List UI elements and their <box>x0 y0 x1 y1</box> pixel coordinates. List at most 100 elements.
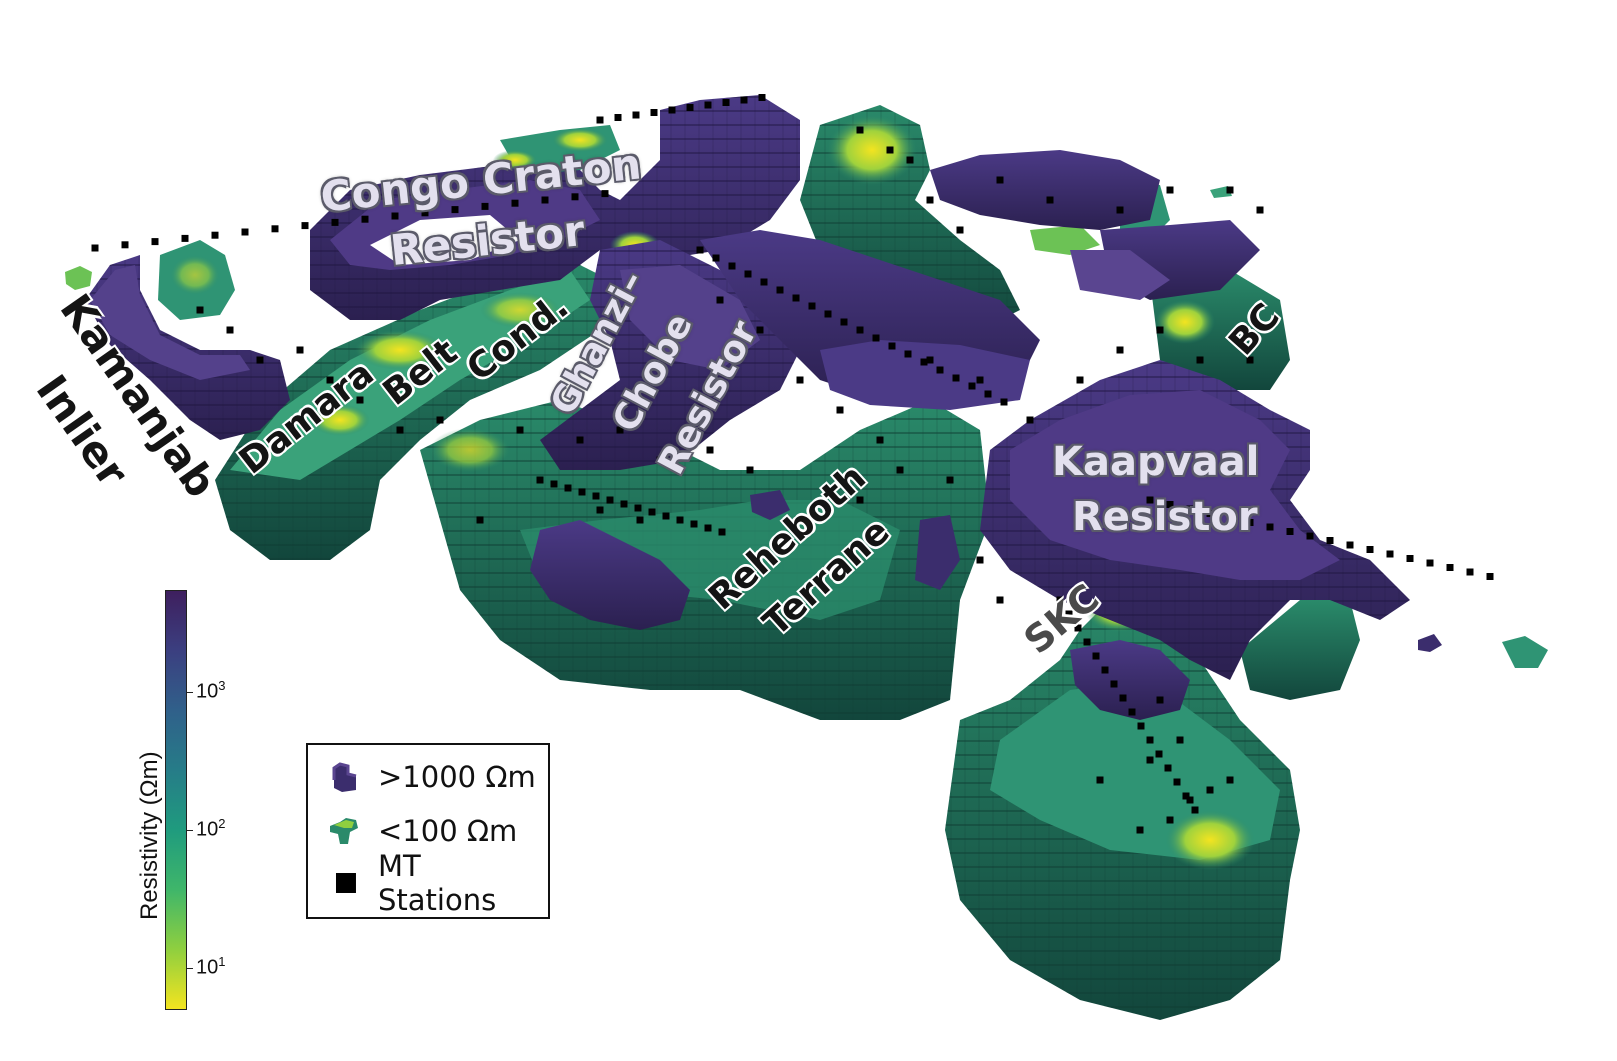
mt-station-marker <box>1155 750 1163 758</box>
mt-station-marker <box>1110 680 1118 688</box>
mt-station-marker <box>1156 696 1164 704</box>
colorbar-title: Resistivity (Ωm) <box>136 751 163 920</box>
mt-station-marker <box>1226 776 1234 784</box>
label-kaapvaal: Kaapvaal <box>1052 439 1260 485</box>
mt-station-marker <box>856 496 864 504</box>
mt-station-marker <box>1146 736 1154 744</box>
mt-station-marker <box>636 516 644 524</box>
mt-station-marker <box>331 218 339 226</box>
mt-station-marker <box>856 126 864 134</box>
mt-station-marker <box>1065 610 1073 618</box>
mt-station-marker <box>1386 550 1394 558</box>
damara-belt-conductor <box>215 260 610 560</box>
mt-station-marker <box>1246 519 1254 526</box>
mt-station-marker <box>1446 564 1454 571</box>
colorbar-tick-1 <box>187 830 193 832</box>
mt-station-marker <box>1116 346 1124 354</box>
mt-stations <box>91 94 1494 834</box>
mt-station-marker <box>824 310 832 318</box>
mt-station-marker <box>896 466 904 474</box>
mt-station-marker <box>886 146 894 154</box>
mt-station-marker <box>976 556 984 564</box>
mt-station-marker <box>888 342 896 350</box>
label-kaapvaal-resistor: Resistor <box>1072 494 1258 540</box>
small-conductor-islands <box>65 186 1548 668</box>
central-resistor-band <box>700 150 1260 520</box>
mt-station-marker <box>541 196 549 204</box>
mt-station-marker <box>1286 528 1294 535</box>
mt-station-marker <box>956 226 964 234</box>
legend-conductor-label: <100 Ωm <box>378 814 518 848</box>
mt-station-marker <box>996 176 1004 184</box>
mt-station-marker <box>436 416 444 424</box>
mt-station-marker <box>840 318 848 326</box>
mt-station-marker <box>706 446 714 454</box>
mt-station-marker <box>550 480 558 488</box>
mt-station-marker <box>396 426 404 434</box>
mt-station-marker <box>1191 806 1199 814</box>
mt-station-marker <box>592 492 600 500</box>
mt-station-marker <box>301 222 309 230</box>
mt-station-marker <box>740 96 748 104</box>
mt-station-marker <box>1074 624 1082 632</box>
mt-station-marker <box>1092 652 1100 660</box>
mt-station-marker <box>926 356 934 364</box>
legend: >1000 Ωm <100 Ωm MT Stations <box>306 743 550 919</box>
resistor-swatch-icon <box>332 762 357 792</box>
mt-station-marker <box>728 262 736 270</box>
mt-station-marker <box>836 406 844 414</box>
legend-stations-label: MT Stations <box>377 849 497 917</box>
mt-station-marker <box>1196 356 1204 364</box>
mt-station-marker <box>421 209 429 217</box>
mt-station-marker <box>650 109 658 116</box>
mt-station-marker <box>696 246 704 254</box>
mt-station-marker <box>211 231 219 239</box>
mt-station-marker <box>564 484 572 492</box>
mt-station-marker <box>516 426 524 434</box>
mt-station-marker <box>151 238 159 246</box>
mt-station-marker <box>571 193 579 201</box>
mt-station-marker <box>596 506 604 514</box>
mt-station-marker <box>1136 826 1144 834</box>
mt-station-marker <box>690 520 698 528</box>
mt-station-marker <box>632 111 640 119</box>
mt-station-marker <box>1166 186 1174 194</box>
mt-station-marker <box>1166 501 1174 508</box>
congo-craton-resistor <box>310 95 800 320</box>
mt-station-marker <box>356 396 364 404</box>
mt-station-marker <box>704 101 712 109</box>
mt-station-marker <box>391 212 399 220</box>
mt-station-marker <box>676 516 684 524</box>
mt-station-marker <box>876 436 884 444</box>
legend-resistor-label: >1000 Ωm <box>378 760 536 794</box>
rehoboth-conductor-block <box>420 400 990 720</box>
mt-station-marker <box>1026 416 1034 424</box>
mt-station-marker <box>968 382 976 390</box>
colorbar-tick-label-0: 103 <box>196 678 226 703</box>
mt-station-marker <box>1119 694 1127 702</box>
mt-station-marker <box>1406 555 1414 562</box>
mt-station-marker <box>616 426 624 434</box>
mt-station-marker <box>1246 356 1254 364</box>
ghanzi-chobe-resistor <box>540 240 800 470</box>
mt-station-marker <box>722 99 730 106</box>
mt-station-marker <box>920 358 928 366</box>
mt-station-marker <box>1256 206 1264 214</box>
mt-station-marker <box>1176 736 1184 744</box>
colorbar-tick-2 <box>187 968 193 970</box>
resistivity-colorbar <box>165 590 187 1010</box>
mt-station-marker <box>904 350 912 358</box>
kaapvaal-resistor <box>980 360 1410 680</box>
mt-station-marker <box>1128 708 1136 716</box>
mt-station-marker <box>1146 756 1154 764</box>
mt-station-marker <box>1116 206 1124 214</box>
mt-station-marker <box>1056 596 1064 604</box>
mt-station-marker <box>296 346 304 354</box>
mt-station-marker <box>1206 786 1214 794</box>
mt-station-marker <box>712 254 720 262</box>
mt-station-marker <box>662 512 670 520</box>
mt-station-marker <box>1182 792 1190 800</box>
mt-station-marker <box>872 334 880 342</box>
mt-station-marker <box>1083 638 1091 646</box>
mt-station-marker <box>634 504 642 512</box>
